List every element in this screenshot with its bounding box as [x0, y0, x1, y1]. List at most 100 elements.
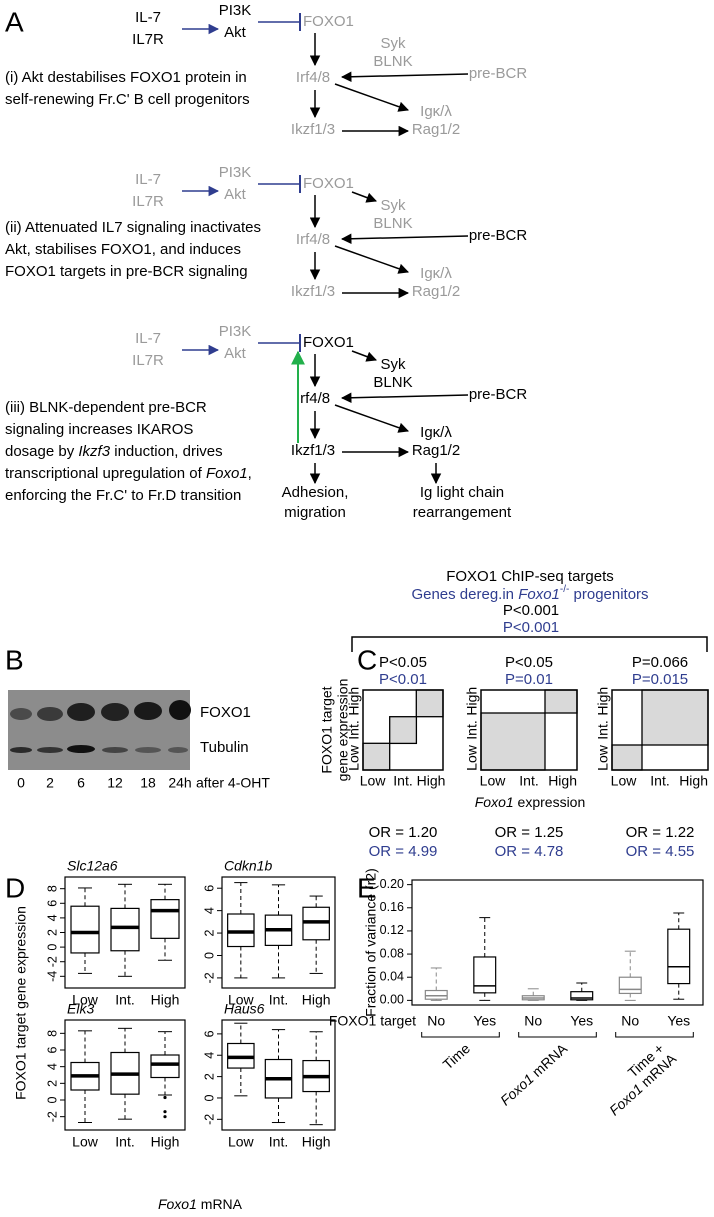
- matrix-cell: [389, 716, 418, 745]
- node-blnk: BLNK: [373, 374, 412, 391]
- text-segment: transcriptional upregulation of: [5, 465, 206, 482]
- node-igk: Igκ/λ: [420, 424, 452, 441]
- y-tick-label: -4: [45, 971, 59, 982]
- node-pi3k: PI3K: [219, 323, 252, 340]
- output: rearrangement: [413, 504, 512, 521]
- arrow: [334, 245, 409, 274]
- text-segment: dosage by: [5, 443, 78, 460]
- box: [150, 899, 180, 939]
- p-value: P<0.01: [379, 671, 427, 688]
- x-category: High: [417, 773, 446, 789]
- y-label: Fraction of variance (r2): [363, 868, 379, 1017]
- x-category: Low: [228, 992, 255, 1008]
- group-label: Foxo1 mRNA: [497, 1040, 571, 1109]
- y-tick-label: 0: [202, 952, 216, 959]
- x-category: Low: [72, 992, 99, 1008]
- lane-label: 18: [140, 775, 156, 791]
- y-tick-label: 4: [202, 907, 216, 914]
- x-category: High: [151, 992, 180, 1008]
- x-category: Low: [360, 773, 387, 789]
- node-foxo1: FOXO1: [303, 175, 354, 192]
- p-value: P<0.05: [379, 654, 427, 671]
- matrix-frame: [611, 689, 709, 771]
- group-label: Time: [440, 1040, 474, 1073]
- arrow: [340, 71, 469, 83]
- group-bracket: [421, 1032, 500, 1038]
- caption-line: (i) Akt destabilises FOXO1 protein in: [5, 69, 247, 86]
- output: Ig light chain: [420, 484, 504, 501]
- y-tick-label: 0: [45, 944, 59, 951]
- y-tick-label: 0.04: [380, 970, 404, 984]
- matrix-cell: [480, 712, 546, 771]
- y-category: Int.: [346, 720, 362, 739]
- text-segment: Ikzf3: [78, 443, 110, 460]
- text-segment: Foxo1: [475, 794, 514, 810]
- matrix-frame: [480, 689, 578, 771]
- x-category: Yes: [473, 1013, 496, 1029]
- y-tick-label: 4: [202, 1052, 216, 1059]
- matrix-cell: [544, 689, 578, 714]
- arrow: [334, 404, 409, 433]
- node-igk: Igκ/λ: [420, 103, 452, 120]
- matrix-cell: [362, 742, 391, 771]
- box: [570, 991, 594, 1001]
- node-pre-bcr: pre-BCR: [469, 227, 528, 244]
- y-tick-label: 4: [45, 1063, 59, 1070]
- group-bracket: [518, 1032, 597, 1038]
- y-tick-label: 4: [45, 914, 59, 921]
- outlier: [163, 1115, 167, 1119]
- node-ikzf: Ikzf1/3: [291, 121, 335, 138]
- x-category: Int.: [115, 992, 134, 1008]
- node-irf: Irf4/8: [296, 390, 330, 407]
- text-segment: ,: [248, 465, 252, 482]
- y-tick-label: 8: [45, 1030, 59, 1037]
- y-tick-label: 0.00: [380, 993, 404, 1007]
- y-category: Int.: [595, 720, 611, 739]
- x-label: Foxo1 expression: [475, 794, 586, 810]
- lane-label: 6: [77, 775, 85, 791]
- node-il7r: IL7R: [132, 31, 164, 48]
- p-value: P=0.015: [632, 671, 688, 688]
- panel-label: C: [357, 644, 377, 675]
- node-rag: Rag1/2: [412, 442, 460, 459]
- odds-ratio: OR = 1.25: [495, 824, 564, 841]
- x-category: Int.: [115, 1134, 134, 1150]
- box: [110, 907, 140, 952]
- caption-line: enforcing the Fr.C' to Fr.D transition: [5, 487, 241, 504]
- matrix-cell: [415, 689, 444, 718]
- arrow: [340, 233, 469, 245]
- p-value: P<0.001: [503, 602, 559, 619]
- title: FOXO1 ChIP-seq targets: [446, 568, 614, 585]
- blot-label: Tubulin: [200, 739, 249, 756]
- x-label: FOXO1 target: [329, 1013, 416, 1029]
- node-igk: Igκ/λ: [420, 265, 452, 282]
- x-category: High: [302, 992, 331, 1008]
- node-ikzf: Ikzf1/3: [291, 442, 335, 459]
- output: migration: [284, 504, 346, 521]
- box: [473, 956, 497, 994]
- node-foxo1: FOXO1: [303, 13, 354, 30]
- y-label: gene expression: [335, 679, 351, 782]
- caption-line: dosage by Ikzf3 induction, drives: [5, 443, 223, 460]
- node-pre-bcr: pre-BCR: [469, 386, 528, 403]
- x-category: Int.: [393, 773, 412, 789]
- text-segment: Foxo1: [518, 586, 560, 603]
- x-category: High: [151, 1134, 180, 1150]
- y-label: FOXO1 target gene expression: [13, 906, 29, 1100]
- node-il7: IL-7: [135, 330, 161, 347]
- plot-frame: [64, 1019, 186, 1131]
- node-il7: IL-7: [135, 171, 161, 188]
- node-pi3k: PI3K: [219, 164, 252, 181]
- text-segment: mRNA: [197, 1196, 243, 1212]
- y-tick-label: 0.08: [380, 946, 404, 960]
- y-tick-label: 2: [45, 1080, 59, 1087]
- text-segment: Foxo1: [158, 1196, 197, 1212]
- node-pre-bcr: pre-BCR: [469, 65, 528, 82]
- group-bracket: [615, 1032, 694, 1038]
- y-category: High: [595, 687, 611, 716]
- node-akt: Akt: [224, 345, 247, 362]
- box: [150, 1054, 180, 1079]
- y-tick-label: -2: [45, 1111, 59, 1122]
- node-il7r: IL7R: [132, 352, 164, 369]
